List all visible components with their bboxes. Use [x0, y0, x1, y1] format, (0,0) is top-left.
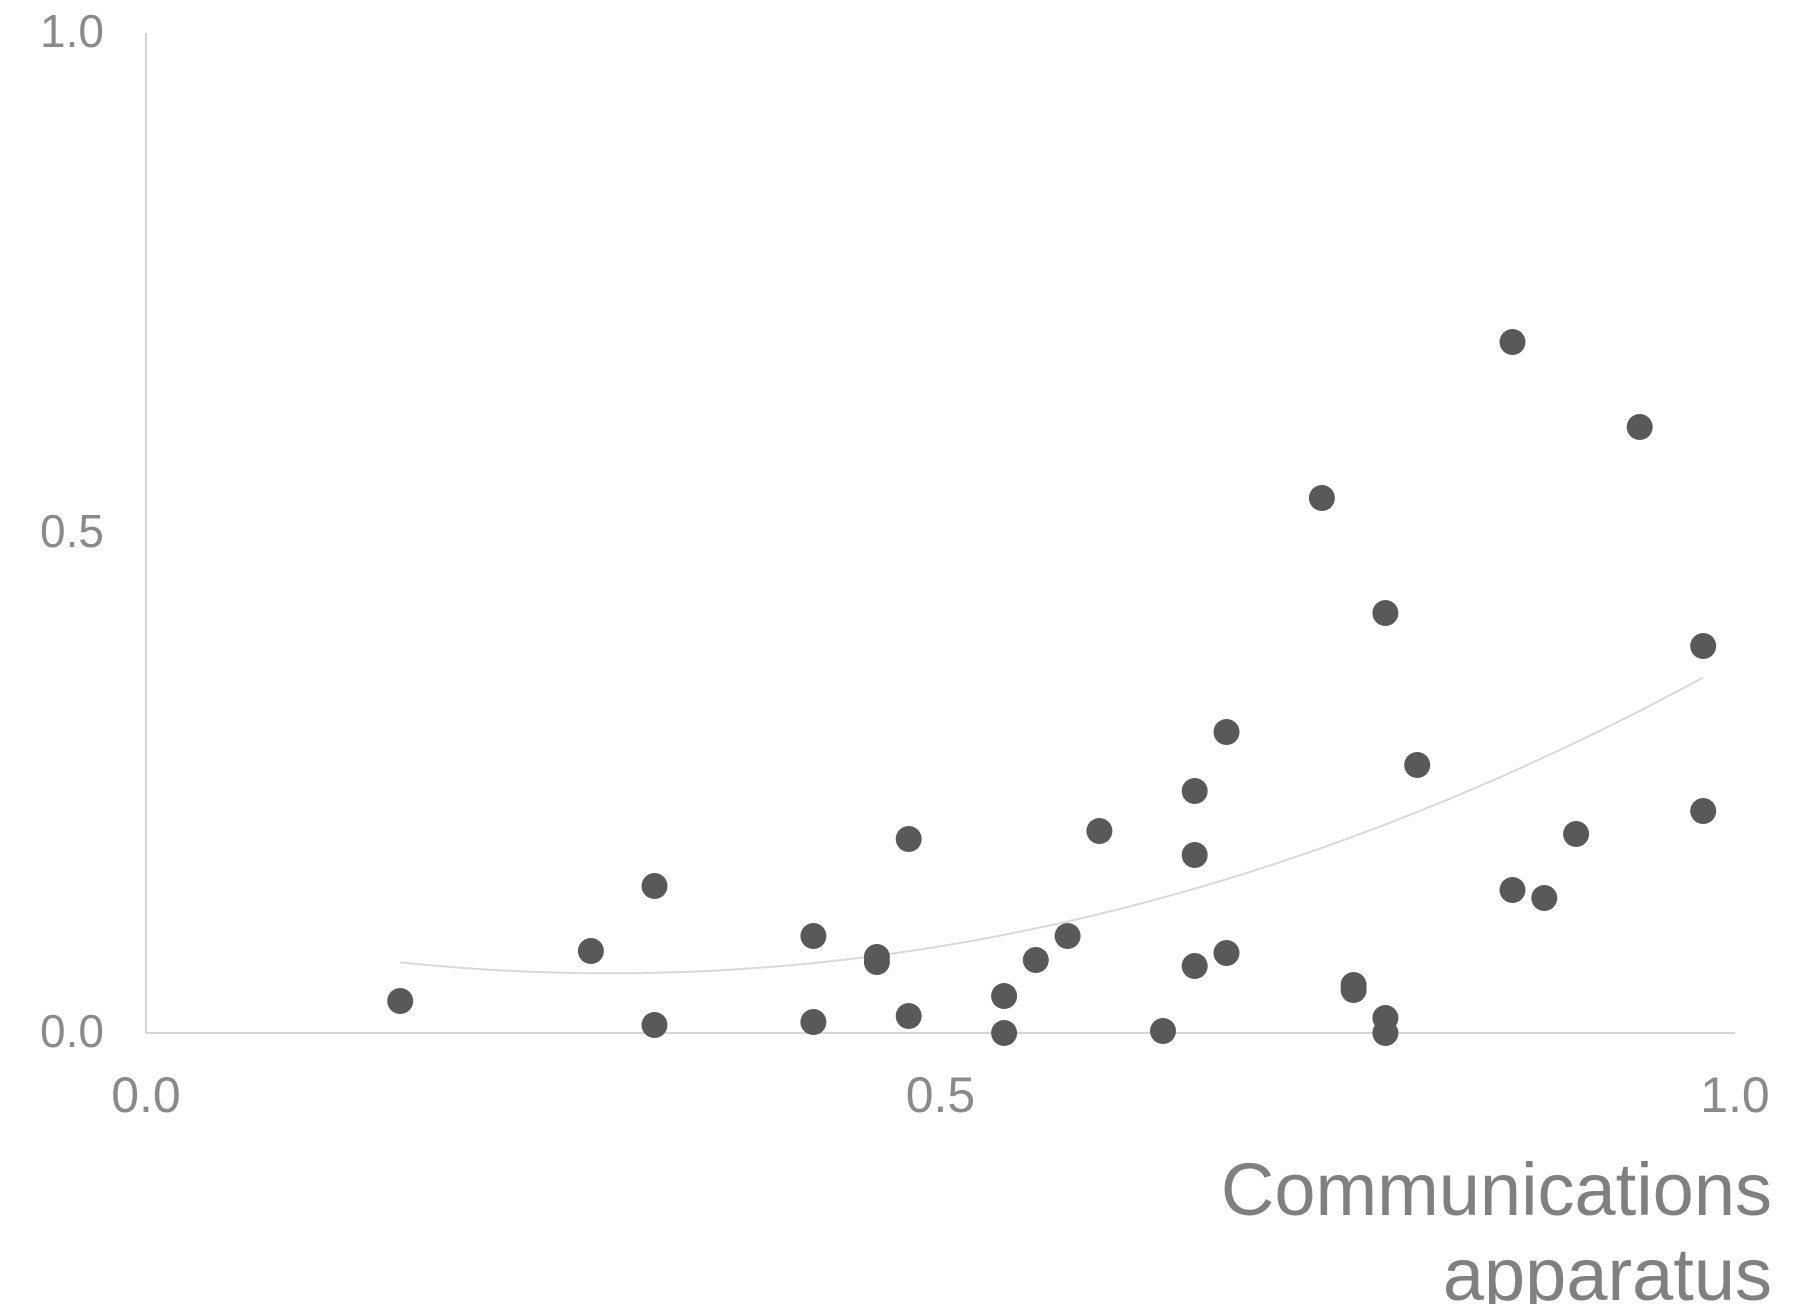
x-tick-label: 0.5: [906, 1067, 976, 1123]
data-point: [991, 1020, 1018, 1046]
data-point: [1054, 923, 1081, 949]
data-point: [1181, 953, 1208, 979]
data-point: [863, 949, 890, 975]
y-tick-label: 0.0: [40, 1005, 104, 1057]
data-point: [1499, 329, 1526, 355]
data-point: [895, 1003, 922, 1029]
x-tick-label: 1.0: [1700, 1067, 1770, 1123]
data-point: [641, 873, 668, 899]
data-point: [1372, 1020, 1399, 1046]
data-points: [387, 329, 1717, 1046]
trendline: [400, 676, 1704, 975]
data-point: [1022, 947, 1049, 973]
data-point: [1499, 877, 1526, 903]
x-tick-label: 0.0: [111, 1067, 181, 1123]
data-point: [1213, 719, 1240, 745]
data-point: [1404, 752, 1431, 778]
data-point: [1690, 798, 1717, 824]
tick-labels: 0.0 0.5 1.0 0.0 0.5 1.0: [40, 5, 1770, 1123]
y-tick-label: 0.5: [40, 505, 104, 557]
data-point: [577, 938, 604, 964]
x-axis-title-line: Communications: [1221, 1148, 1772, 1231]
data-point: [1181, 778, 1208, 804]
data-point: [895, 826, 922, 852]
data-point: [1372, 600, 1399, 626]
x-axis-title-line: apparatus: [1443, 1233, 1772, 1304]
data-point: [800, 1009, 827, 1035]
trendline-layer: [400, 676, 1704, 975]
data-point: [1626, 414, 1653, 440]
y-tick-label: 1.0: [40, 5, 104, 57]
data-point: [1531, 885, 1558, 911]
data-point: [1308, 485, 1335, 511]
data-point: [1086, 818, 1113, 844]
data-point: [1150, 1018, 1176, 1044]
data-point: [1563, 821, 1590, 847]
data-point: [387, 988, 414, 1014]
data-point: [1213, 940, 1240, 966]
data-point: [1690, 633, 1717, 659]
data-point: [1340, 977, 1367, 1003]
data-point: [800, 923, 827, 949]
data-point: [991, 983, 1018, 1009]
axes: [145, 33, 1735, 1034]
data-point: [1181, 842, 1208, 868]
data-point: [641, 1012, 668, 1038]
